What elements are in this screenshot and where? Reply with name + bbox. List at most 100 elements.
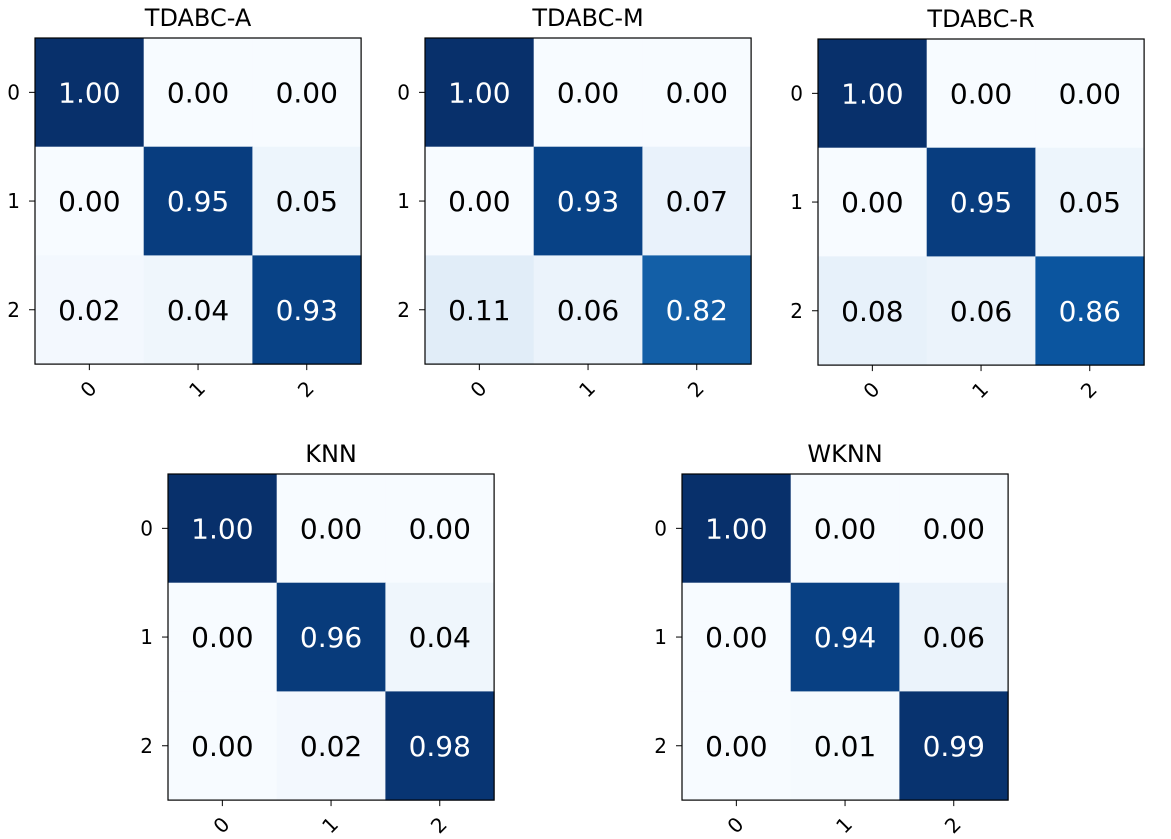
heatmap-cell bbox=[143, 38, 253, 148]
x-tick-label: 2 bbox=[426, 812, 452, 838]
y-tick-label: 2 bbox=[7, 298, 20, 322]
cell-value-label: 1.00 bbox=[705, 512, 767, 545]
x-tick-label: 2 bbox=[940, 812, 966, 838]
cell-value-label: 0.96 bbox=[300, 621, 362, 654]
cell-value-label: 0.11 bbox=[448, 294, 510, 327]
heatmap-cell bbox=[899, 582, 1009, 692]
y-tick-label: 1 bbox=[397, 189, 410, 213]
heatmap-cell bbox=[276, 474, 386, 584]
panel-title: TDABC-R bbox=[926, 5, 1034, 33]
cell-value-label: 0.98 bbox=[409, 730, 471, 763]
x-tick-label: 0 bbox=[858, 377, 884, 403]
y-tick-label: 2 bbox=[397, 298, 410, 322]
cell-value-label: 0.07 bbox=[666, 185, 728, 218]
cell-value-label: 0.00 bbox=[705, 730, 767, 763]
cell-value-label: 0.05 bbox=[1059, 186, 1121, 219]
heatmap-cell bbox=[818, 147, 928, 257]
confusion-matrix-panel: TDABC-R 1.00 0.00 0.00 0.00 0.95 0.05 0.08 0.06 0… bbox=[790, 5, 1145, 403]
cell-value-label: 0.06 bbox=[923, 621, 985, 654]
cell-value-label: 1.00 bbox=[191, 512, 253, 545]
x-tick-label: 1 bbox=[184, 376, 210, 402]
cell-value-label: 0.00 bbox=[705, 621, 767, 654]
heatmap-cell bbox=[168, 582, 278, 692]
x-tick-label: 1 bbox=[574, 376, 600, 402]
heatmap-cell bbox=[276, 582, 386, 692]
cell-value-label: 0.05 bbox=[276, 185, 338, 218]
heatmap-cell bbox=[790, 474, 900, 584]
heatmap-cell bbox=[35, 146, 145, 256]
cell-value-label: 0.93 bbox=[557, 185, 619, 218]
heatmap-cell bbox=[642, 38, 752, 148]
panel-title: WKNN bbox=[807, 440, 882, 468]
x-tick-label: 0 bbox=[722, 812, 748, 838]
cell-value-label: 0.06 bbox=[950, 295, 1012, 328]
cell-value-label: 0.00 bbox=[58, 185, 120, 218]
heatmap-cell bbox=[790, 582, 900, 692]
cell-value-label: 0.01 bbox=[814, 730, 876, 763]
panel-title: TDABC-A bbox=[144, 4, 252, 32]
y-tick-label: 1 bbox=[140, 625, 153, 649]
heatmap-cell bbox=[252, 255, 362, 365]
heatmap-cell bbox=[168, 474, 278, 584]
y-tick-label: 0 bbox=[397, 80, 410, 104]
cell-value-label: 0.00 bbox=[841, 186, 903, 219]
y-tick-label: 2 bbox=[140, 734, 153, 758]
heatmap-cell bbox=[642, 255, 752, 365]
y-tick-label: 0 bbox=[140, 516, 153, 540]
cell-value-label: 0.00 bbox=[448, 185, 510, 218]
cell-value-label: 0.00 bbox=[191, 621, 253, 654]
cell-value-label: 0.00 bbox=[950, 77, 1012, 110]
heatmap-cell bbox=[533, 146, 643, 256]
heatmap-cell bbox=[533, 255, 643, 365]
confusion-matrix-panel: TDABC-A 1.00 0.00 0.00 0.00 0.95 0.05 0.02 0.04 0… bbox=[7, 4, 362, 402]
confusion-matrix-panel: WKNN 1.00 0.00 0.00 0.00 0.94 0.06 0.00 0.01 0.99… bbox=[654, 440, 1009, 838]
y-tick-label: 2 bbox=[790, 299, 803, 323]
confusion-matrix-panel: KNN 1.00 0.00 0.00 0.00 0.96 0.04 0.00 0.02 0.98 0… bbox=[140, 440, 495, 838]
y-tick-label: 0 bbox=[7, 80, 20, 104]
heatmap-cell bbox=[1035, 39, 1145, 149]
cell-value-label: 0.00 bbox=[409, 512, 471, 545]
cell-value-label: 0.00 bbox=[557, 76, 619, 109]
y-tick-label: 0 bbox=[654, 516, 667, 540]
y-tick-label: 1 bbox=[7, 189, 20, 213]
cell-value-label: 0.00 bbox=[1059, 77, 1121, 110]
heatmap-cell bbox=[252, 38, 362, 148]
heatmap-cell bbox=[790, 691, 900, 801]
confusion-matrix-panel: TDABC-M 1.00 0.00 0.00 0.00 0.93 0.07 0.11 0.06 0… bbox=[397, 4, 752, 402]
x-tick-label: 1 bbox=[317, 812, 343, 838]
cell-value-label: 1.00 bbox=[841, 77, 903, 110]
heatmap-cell bbox=[168, 691, 278, 801]
heatmap-cell bbox=[926, 256, 1036, 366]
heatmap-cell bbox=[682, 691, 792, 801]
y-tick-label: 0 bbox=[790, 81, 803, 105]
heatmap-cell bbox=[1035, 256, 1145, 366]
cell-value-label: 0.04 bbox=[167, 294, 229, 327]
heatmap-cell bbox=[35, 255, 145, 365]
cell-value-label: 0.95 bbox=[950, 186, 1012, 219]
heatmap-cell bbox=[35, 38, 145, 148]
panel-title: TDABC-M bbox=[531, 4, 643, 32]
heatmap-cell bbox=[682, 582, 792, 692]
x-tick-label: 1 bbox=[831, 812, 857, 838]
cell-value-label: 0.00 bbox=[814, 512, 876, 545]
heatmap-cell bbox=[385, 474, 495, 584]
heatmap-cell bbox=[143, 255, 253, 365]
cell-value-label: 0.82 bbox=[666, 294, 728, 327]
cell-value-label: 0.86 bbox=[1059, 295, 1121, 328]
x-tick-label: 0 bbox=[208, 812, 234, 838]
cell-value-label: 0.04 bbox=[409, 621, 471, 654]
cell-value-label: 1.00 bbox=[58, 76, 120, 109]
cell-value-label: 0.02 bbox=[58, 294, 120, 327]
heatmap-cell bbox=[926, 39, 1036, 149]
cell-value-label: 0.00 bbox=[191, 730, 253, 763]
heatmap-cell bbox=[899, 474, 1009, 584]
heatmap-cell bbox=[682, 474, 792, 584]
cell-value-label: 0.93 bbox=[276, 294, 338, 327]
heatmap-cell bbox=[818, 39, 928, 149]
cell-value-label: 0.02 bbox=[300, 730, 362, 763]
heatmap-cell bbox=[143, 146, 253, 256]
heatmap-cell bbox=[533, 38, 643, 148]
cell-value-label: 0.00 bbox=[666, 76, 728, 109]
heatmap-cell bbox=[385, 582, 495, 692]
cell-value-label: 1.00 bbox=[448, 76, 510, 109]
